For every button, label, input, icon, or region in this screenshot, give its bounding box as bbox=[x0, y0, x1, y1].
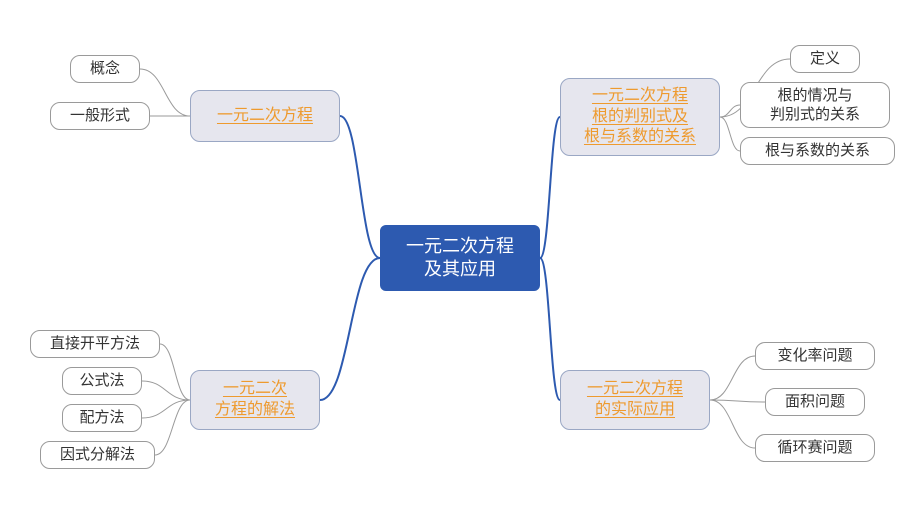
leaf-completing-square: 配方法 bbox=[62, 404, 142, 432]
leaf-round-robin-problem: 循环赛问题 bbox=[755, 434, 875, 462]
leaf-label: 配方法 bbox=[79, 408, 124, 428]
leaf-label: 变化率问题 bbox=[777, 346, 852, 366]
leaf-label: 根与系数的关系 bbox=[765, 141, 870, 161]
center-node: 一元二次方程 及其应用 bbox=[380, 225, 540, 291]
branch-bl-label-2: 方程的解法 bbox=[215, 401, 295, 418]
leaf-factoring: 因式分解法 bbox=[40, 441, 155, 469]
leaf-label: 面积问题 bbox=[785, 392, 845, 412]
leaf-label: 一般形式 bbox=[70, 106, 130, 126]
leaf-label: 公式法 bbox=[79, 371, 124, 391]
branch-tr-label-1: 一元二次方程 bbox=[592, 87, 688, 104]
center-label-1: 一元二次方程 bbox=[406, 236, 514, 256]
branch-quadratic-equation[interactable]: 一元二次方程 bbox=[190, 90, 340, 142]
branch-tr-label-2: 根的判别式及 bbox=[592, 108, 688, 125]
leaf-rate-problem: 变化率问题 bbox=[755, 342, 875, 370]
leaf-label-1: 根的情况与 bbox=[777, 87, 852, 104]
leaf-label: 直接开平方法 bbox=[50, 334, 140, 354]
branch-tr-label-3: 根与系数的关系 bbox=[584, 128, 696, 145]
branch-discriminant-roots[interactable]: 一元二次方程 根的判别式及 根与系数的关系 bbox=[560, 78, 720, 156]
leaf-label: 概念 bbox=[90, 59, 120, 79]
center-label-2: 及其应用 bbox=[424, 259, 496, 279]
leaf-concept: 概念 bbox=[70, 55, 140, 83]
branch-tl-label: 一元二次方程 bbox=[217, 106, 313, 127]
leaf-label: 循环赛问题 bbox=[777, 438, 852, 458]
branch-br-label-1: 一元二次方程 bbox=[587, 380, 683, 397]
leaf-general-form: 一般形式 bbox=[50, 102, 150, 130]
leaf-label: 定义 bbox=[810, 49, 840, 69]
branch-bl-label-1: 一元二次 bbox=[223, 380, 287, 397]
leaf-root-coefficient-relation: 根与系数的关系 bbox=[740, 137, 895, 165]
leaf-root-discriminant-relation: 根的情况与 判别式的关系 bbox=[740, 82, 890, 128]
leaf-label-2: 判别式的关系 bbox=[770, 106, 860, 123]
branch-solving-methods[interactable]: 一元二次 方程的解法 bbox=[190, 370, 320, 430]
branch-br-label-2: 的实际应用 bbox=[595, 401, 675, 418]
leaf-definition: 定义 bbox=[790, 45, 860, 73]
leaf-formula-method: 公式法 bbox=[62, 367, 142, 395]
leaf-area-problem: 面积问题 bbox=[765, 388, 865, 416]
leaf-label: 因式分解法 bbox=[60, 445, 135, 465]
leaf-direct-square-root: 直接开平方法 bbox=[30, 330, 160, 358]
branch-applications[interactable]: 一元二次方程 的实际应用 bbox=[560, 370, 710, 430]
mindmap-canvas: { "diagram": { "type": "mindmap", "backg… bbox=[0, 0, 920, 518]
